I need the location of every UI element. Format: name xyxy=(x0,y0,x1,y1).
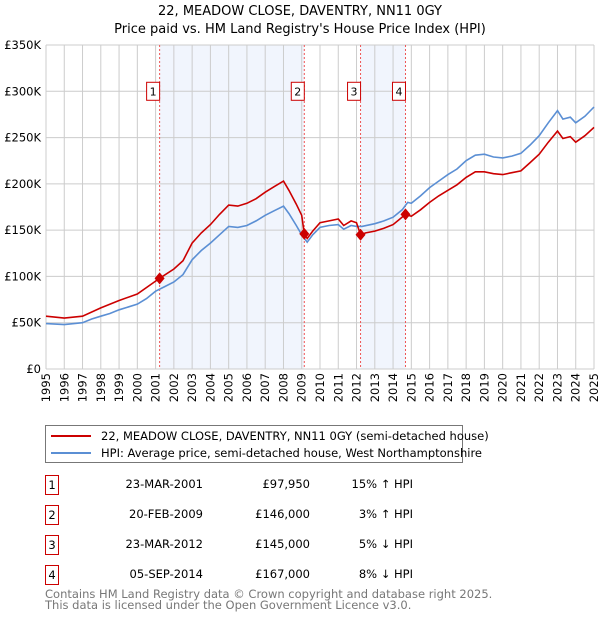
x-tick-label: 2021 xyxy=(514,373,528,402)
legend-item-hpi: HPI: Average price, semi-detached house,… xyxy=(51,445,482,461)
sale-label-number: 1 xyxy=(150,85,157,98)
sale-label-number: 4 xyxy=(395,85,402,98)
footer-attribution: Contains HM Land Registry data © Crown c… xyxy=(45,587,493,612)
sale-price: £146,000 xyxy=(255,507,310,521)
table-row: 4 05-SEP-2014 £167,000 8% ↓ HPI xyxy=(45,565,445,585)
x-tick-label: 2015 xyxy=(404,373,418,402)
x-tick-label: 2007 xyxy=(258,373,272,402)
x-tick-label: 1999 xyxy=(112,373,126,402)
sale-point xyxy=(400,208,411,221)
x-tick-label: 2017 xyxy=(441,373,455,402)
legend-swatch-blue xyxy=(51,452,91,454)
sale-number: 2 xyxy=(45,505,59,525)
x-tick-label: 2012 xyxy=(350,373,364,402)
x-tick-label: 2000 xyxy=(130,373,144,402)
x-tick-label: 2014 xyxy=(386,373,400,402)
footer-line: Contains HM Land Registry data © Crown c… xyxy=(45,587,493,601)
sale-point xyxy=(299,227,310,240)
sale-price: £167,000 xyxy=(255,567,310,581)
sale-number: 3 xyxy=(45,535,59,555)
x-tick-label: 2006 xyxy=(240,373,254,402)
sale-date: 23-MAR-2012 xyxy=(125,537,203,551)
sale-label-number: 2 xyxy=(294,85,301,98)
chart-title: 22, MEADOW CLOSE, DAVENTRY, NN11 0GY xyxy=(158,4,442,19)
chart-subtitle: Price paid vs. HM Land Registry's House … xyxy=(114,22,486,37)
y-tick-label: £150K xyxy=(4,223,41,237)
sale-label-box xyxy=(391,81,406,101)
x-tick-label: 2003 xyxy=(185,373,199,402)
x-tick-label: 2013 xyxy=(368,373,382,402)
sale-date: 05-SEP-2014 xyxy=(129,567,203,581)
x-tick-label: 1997 xyxy=(76,373,90,402)
sale-hpi-diff: 8% ↓ HPI xyxy=(358,567,413,581)
sale-date: 23-MAR-2001 xyxy=(125,477,203,491)
sale-hpi-diff: 3% ↑ HPI xyxy=(358,507,413,521)
y-tick-label: £300K xyxy=(4,84,41,98)
x-tick-label: 2023 xyxy=(550,373,564,402)
legend-item-property: 22, MEADOW CLOSE, DAVENTRY, NN11 0GY (se… xyxy=(51,428,489,444)
x-tick-label: 2005 xyxy=(222,373,236,402)
x-tick-label: 2004 xyxy=(203,373,217,402)
sale-label-box xyxy=(347,81,362,101)
x-tick-label: 2020 xyxy=(496,373,510,402)
sale-label-number: 3 xyxy=(351,85,358,98)
x-tick-label: 2011 xyxy=(331,373,345,402)
sale-label-box xyxy=(146,81,161,101)
sale-number: 1 xyxy=(45,475,59,495)
sale-point xyxy=(355,228,366,241)
legend: 22, MEADOW CLOSE, DAVENTRY, NN11 0GY (se… xyxy=(45,425,489,463)
sale-point xyxy=(154,272,165,285)
x-tick-label: 2022 xyxy=(532,373,546,402)
legend-label: 22, MEADOW CLOSE, DAVENTRY, NN11 0GY (se… xyxy=(101,429,489,443)
sale-price: £97,950 xyxy=(262,477,310,491)
x-tick-label: 2016 xyxy=(423,373,437,402)
sale-hpi-diff: 5% ↓ HPI xyxy=(358,537,413,551)
price-chart: 22, MEADOW CLOSE, DAVENTRY, NN11 0GY Pri… xyxy=(4,4,600,402)
x-tick-label: 2009 xyxy=(295,373,309,402)
y-tick-label: £100K xyxy=(4,269,41,283)
x-tick-label: 2025 xyxy=(587,373,600,402)
sale-number: 4 xyxy=(45,565,59,585)
sale-date: 20-FEB-2009 xyxy=(129,507,203,521)
x-tick-label: 2002 xyxy=(167,373,181,402)
x-tick-label: 2024 xyxy=(569,373,583,402)
x-tick-label: 2001 xyxy=(149,373,163,402)
x-tick-label: 2010 xyxy=(313,373,327,402)
table-row: 2 20-FEB-2009 £146,000 3% ↑ HPI xyxy=(45,505,445,525)
footer-line: This data is licensed under the Open Gov… xyxy=(45,598,412,612)
x-tick-label: 2018 xyxy=(459,373,473,402)
series-line xyxy=(45,106,595,326)
sale-hpi-diff: 15% ↑ HPI xyxy=(351,477,413,491)
series-line xyxy=(45,126,595,319)
y-tick-label: £0 xyxy=(26,362,41,376)
y-tick-label: £250K xyxy=(4,131,41,145)
x-tick-label: 1998 xyxy=(94,373,108,402)
sale-label-box xyxy=(290,81,305,101)
x-tick-label: 1996 xyxy=(57,373,71,402)
legend-swatch-red xyxy=(51,435,91,437)
legend-label: HPI: Average price, semi-detached house,… xyxy=(101,446,482,460)
y-tick-label: £350K xyxy=(4,38,41,52)
table-row: 1 23-MAR-2001 £97,950 15% ↑ HPI xyxy=(45,475,445,495)
table-row: 3 23-MAR-2012 £145,000 5% ↓ HPI xyxy=(45,535,445,555)
y-tick-label: £200K xyxy=(4,177,41,191)
sale-price: £145,000 xyxy=(255,537,310,551)
x-tick-label: 2008 xyxy=(276,373,290,402)
x-tick-label: 2019 xyxy=(477,373,491,402)
x-tick-label: 1995 xyxy=(39,373,53,402)
y-tick-label: £50K xyxy=(12,316,42,330)
